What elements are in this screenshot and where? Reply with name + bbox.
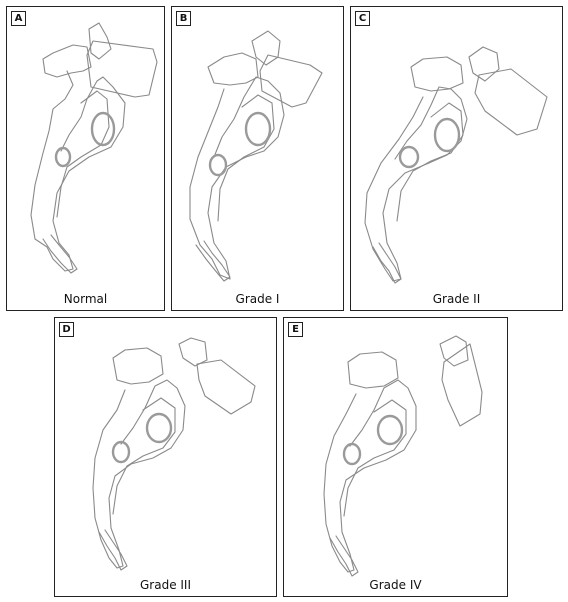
panel-caption: Grade III xyxy=(139,578,192,592)
coccyx xyxy=(195,240,231,282)
l5-posterior-element xyxy=(88,22,112,60)
panel-caption: Grade I xyxy=(235,292,280,306)
sacrum-outline xyxy=(323,379,417,573)
sacrum-drawing-grade-2 xyxy=(364,46,548,284)
panel-normal: A Normal xyxy=(6,6,165,311)
s1-posterior-arch xyxy=(112,347,164,385)
s1-foramen xyxy=(90,111,116,147)
l5-posterior-element xyxy=(468,46,500,82)
sacrum-outline xyxy=(30,70,126,272)
panel-grade-1: B Grade I xyxy=(171,6,344,311)
sacrum-outline xyxy=(189,76,285,280)
l5-posterior-element xyxy=(251,30,281,66)
s2-foramen xyxy=(208,153,228,177)
panel-tag: A xyxy=(11,11,26,26)
panel-caption: Normal xyxy=(63,292,108,306)
coccyx xyxy=(329,535,359,577)
sacral-inner-contour xyxy=(112,397,176,515)
s2-foramen xyxy=(54,146,72,168)
s2-foramen xyxy=(111,440,131,464)
s1-foramen xyxy=(376,414,404,446)
l5-posterior-element xyxy=(178,337,208,367)
panel-tag: E xyxy=(288,322,303,337)
s1-foramen xyxy=(244,111,272,147)
l5-vertebral-body xyxy=(441,343,483,427)
sacrum-drawing-grade-3 xyxy=(92,337,256,571)
sacral-inner-contour xyxy=(217,94,275,222)
l5-vertebral-body xyxy=(196,359,256,415)
sacral-inner-contour xyxy=(343,399,407,517)
s1-posterior-arch xyxy=(42,44,92,78)
panel-caption: Grade II xyxy=(432,292,481,306)
s1-foramen xyxy=(145,412,173,444)
sacral-inner-contour xyxy=(396,102,464,222)
sacrum-drawing-grade-1 xyxy=(189,30,323,282)
sacrum-outline xyxy=(92,379,186,569)
panel-grade-2: C Grade II xyxy=(350,6,563,311)
panel-grade-4: E Grade IV xyxy=(283,317,508,597)
s2-foramen xyxy=(398,145,420,169)
s2-foramen xyxy=(342,442,362,466)
s1-posterior-arch xyxy=(207,52,259,86)
panel-tag: C xyxy=(355,11,370,26)
l5-vertebral-body xyxy=(86,40,158,98)
panel-tag: D xyxy=(59,322,74,337)
l5-vertebral-body xyxy=(474,68,548,136)
coccyx xyxy=(372,242,402,284)
s1-posterior-arch xyxy=(347,351,399,389)
coccyx xyxy=(98,529,128,571)
s1-foramen xyxy=(433,117,461,153)
coccyx xyxy=(42,234,78,274)
sacrum-outline xyxy=(364,86,468,282)
panel-tag: B xyxy=(176,11,191,26)
l5-posterior-element xyxy=(439,335,469,367)
s1-posterior-arch xyxy=(410,56,464,92)
sacrum-drawing-grade-4 xyxy=(323,335,483,577)
panel-caption: Grade IV xyxy=(369,578,422,592)
sacrum-drawing-normal xyxy=(30,22,158,274)
l5-vertebral-body xyxy=(259,54,323,108)
panel-grade-3: D Grade III xyxy=(54,317,277,597)
